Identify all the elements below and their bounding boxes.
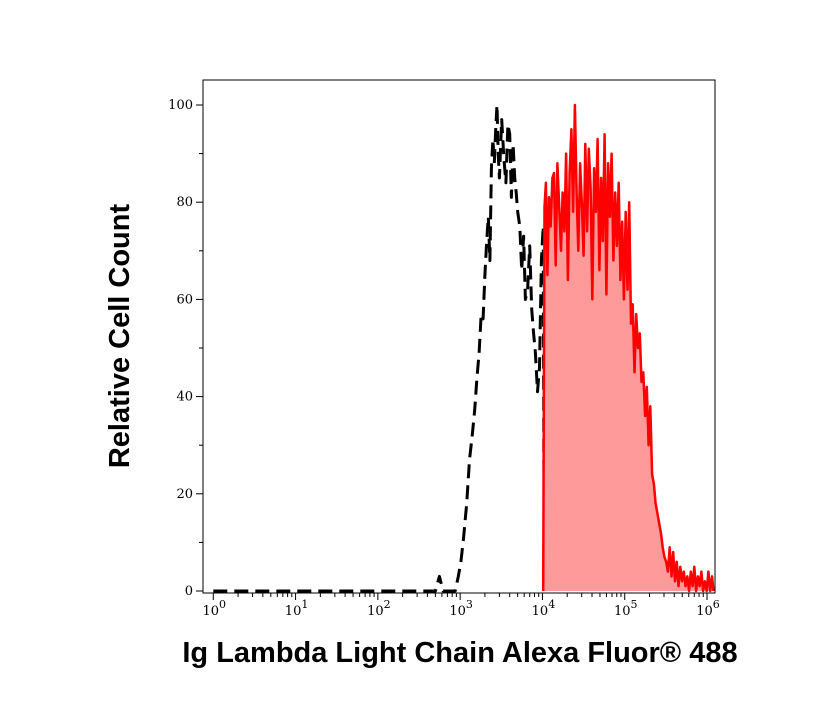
- series-1-line: [213, 103, 546, 593]
- x-tick-label: 101: [285, 598, 309, 619]
- x-axis-title: Ig Lambda Light Chain Alexa Fluor® 488: [182, 637, 737, 669]
- plot-area: [213, 103, 715, 593]
- x-tick-label: 105: [614, 598, 638, 619]
- y-tick-label: 0: [185, 584, 193, 599]
- x-tick-label: 102: [367, 598, 391, 619]
- x-tick-label: 106: [696, 598, 720, 619]
- y-tick-label: 20: [176, 487, 193, 502]
- plot-frame: [202, 79, 716, 594]
- x-tick-label: 104: [532, 598, 556, 619]
- y-tick-label: 80: [176, 195, 193, 210]
- series-2-line: [541, 103, 715, 593]
- y-tick-label: 60: [176, 292, 193, 307]
- y-tick-label: 40: [176, 390, 193, 405]
- x-tick-label: 103: [449, 598, 473, 619]
- y-axis-title: Relative Cell Count: [104, 204, 136, 469]
- y-axis: 0 20 40 60 80 100: [168, 98, 203, 599]
- x-tick-label: 100: [203, 598, 227, 619]
- x-axis: 100 101 102 103 104 105 106: [203, 593, 720, 619]
- y-tick-label: 100: [168, 98, 193, 113]
